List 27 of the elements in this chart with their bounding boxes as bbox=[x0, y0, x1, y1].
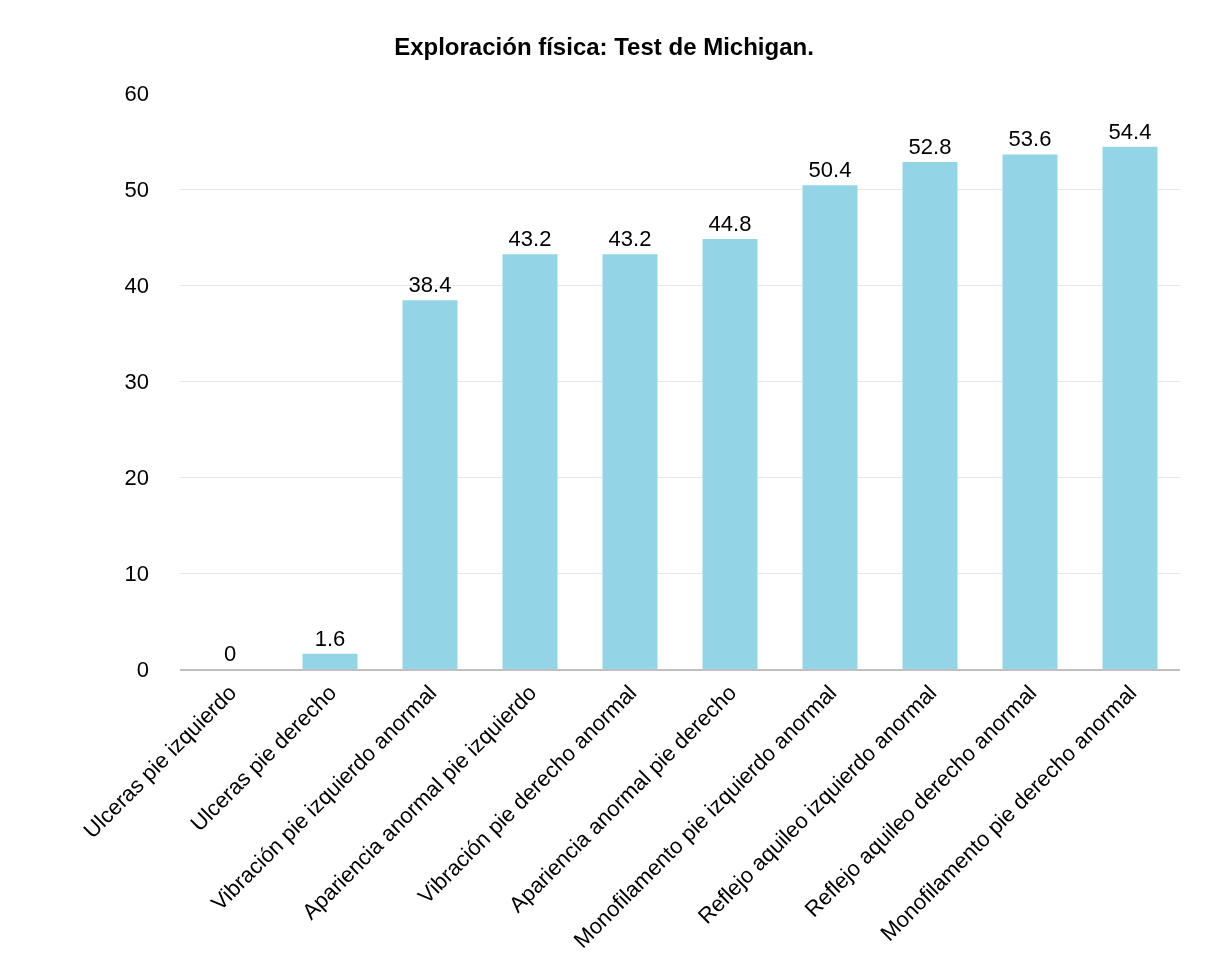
data-label: 43.2 bbox=[608, 226, 652, 252]
y-tick-label: 10 bbox=[124, 560, 149, 586]
y-tick-label: 50 bbox=[124, 176, 149, 202]
chart-title: Exploración física: Test de Michigan. bbox=[394, 33, 814, 61]
data-label: 44.8 bbox=[708, 210, 752, 236]
data-label: 43.2 bbox=[508, 226, 552, 252]
data-label: 1.6 bbox=[314, 625, 346, 651]
data-label: 38.4 bbox=[408, 272, 452, 298]
y-tick-label: 60 bbox=[124, 80, 149, 106]
bar bbox=[802, 185, 858, 669]
data-label: 54.4 bbox=[1108, 118, 1152, 144]
y-tick-label: 0 bbox=[136, 656, 149, 682]
data-label: 53.6 bbox=[1008, 126, 1052, 152]
bar bbox=[402, 300, 458, 669]
bar bbox=[702, 238, 758, 669]
bar bbox=[902, 162, 958, 669]
data-label: 0 bbox=[223, 641, 237, 666]
bar bbox=[302, 653, 358, 669]
bar bbox=[602, 254, 658, 669]
y-tick-label: 20 bbox=[124, 464, 149, 490]
bar bbox=[1102, 146, 1158, 669]
bar bbox=[502, 254, 558, 669]
y-tick-label: 40 bbox=[124, 272, 149, 298]
bar bbox=[1002, 154, 1058, 669]
y-tick-label: 30 bbox=[124, 368, 149, 394]
data-label: 52.8 bbox=[908, 134, 952, 160]
data-label: 50.4 bbox=[808, 157, 852, 183]
